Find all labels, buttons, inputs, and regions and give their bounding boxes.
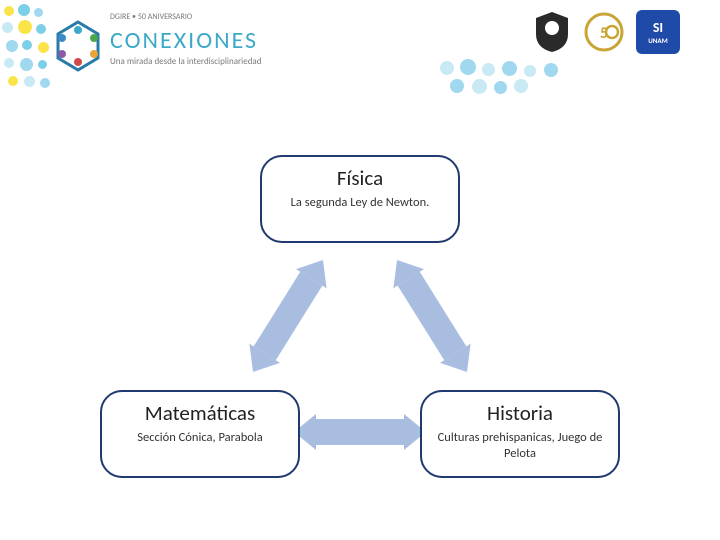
node-desc: La segunda Ley de Newton. [274, 195, 446, 211]
node-desc: Culturas prehispanicas, Juego de Pelota [434, 430, 606, 461]
unam-shield-icon [532, 10, 572, 54]
hex-logo-icon [50, 18, 106, 74]
header-right-badges: 5 SI UNAM [532, 10, 680, 54]
node-matematicas: Matemáticas Sección Cónica, Parabola [100, 390, 300, 478]
dots-pattern-right [440, 55, 720, 100]
node-fisica: Física La segunda Ley de Newton. [260, 155, 460, 243]
node-title: Física [274, 165, 446, 191]
header-title: CONEXIONES [110, 26, 258, 55]
header-banner: DGIRE • 50 ANIVERSARIO CONEXIONES Una mi… [0, 0, 720, 100]
header-left: DGIRE • 50 ANIVERSARIO CONEXIONES Una mi… [0, 0, 440, 100]
header-badge-text: DGIRE • 50 ANIVERSARIO [110, 12, 192, 22]
node-desc: Sección Cónica, Parabola [114, 430, 286, 446]
node-historia: Historia Culturas prehispanicas, Juego d… [420, 390, 620, 478]
node-title: Historia [434, 400, 606, 426]
node-title: Matemáticas [114, 400, 286, 426]
fifty-badge-icon: 5 [582, 10, 626, 54]
si-badge: SI UNAM [636, 10, 680, 54]
si-badge-label: SI [653, 19, 663, 36]
si-badge-sub: UNAM [648, 36, 668, 45]
header-tagline: Una mirada desde la interdisciplinarieda… [110, 56, 261, 67]
